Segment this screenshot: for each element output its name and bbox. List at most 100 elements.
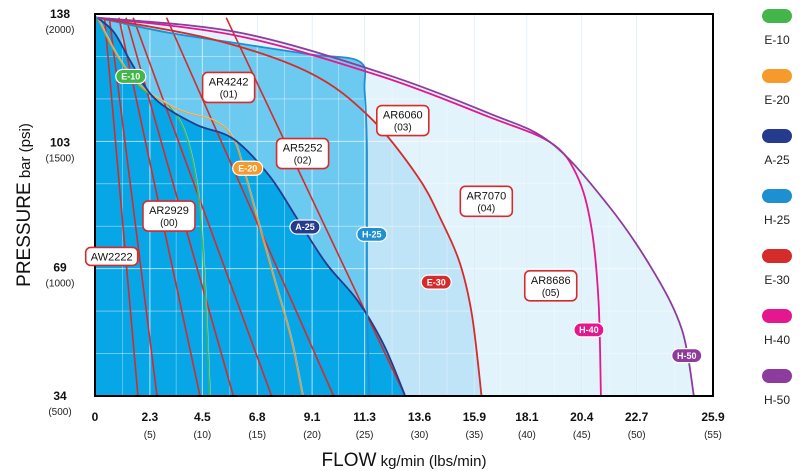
legend: E-10 E-20 A-25 H-25 E-30 H-40 H-50 — [762, 9, 792, 407]
legend-item-e-20: E-20 — [762, 69, 792, 107]
curve-tags: E-10 E-20 A-25 H-25 E-30 H-40 H-50 — [115, 68, 703, 364]
y-axis-title-units: bar (psi) — [17, 123, 34, 182]
legend-label: E-20 — [764, 93, 790, 107]
model-label-box — [201, 71, 256, 104]
model-label-box — [84, 246, 139, 267]
x-tick-label: 6.8 — [249, 410, 266, 424]
x-tick-label: 0 — [92, 410, 99, 424]
model-label-name: AR7070 — [466, 190, 506, 202]
x-tick-sublabel: (10) — [193, 430, 211, 441]
model-label-name: AR5252 — [283, 143, 323, 155]
curve-tag-text: A-25 — [295, 222, 315, 232]
model-label-box — [459, 185, 514, 218]
x-tick-sublabel: (50) — [628, 430, 646, 441]
curve-h-40 — [97, 16, 602, 396]
x-axis-title-units: kg/min (lbs/min) — [376, 453, 486, 470]
curve-tag-e-30: E-30 — [420, 274, 452, 290]
x-tick-label: 13.6 — [408, 410, 432, 424]
curve-a-25 — [96, 16, 407, 396]
legend-label: H-50 — [764, 393, 790, 407]
model-label-ar8686: AR8686(05) — [523, 270, 578, 302]
curve-tag-pill — [289, 219, 321, 235]
legend-swatch — [762, 69, 792, 83]
legend-swatch — [762, 249, 792, 263]
legend-item-h-40: H-40 — [762, 309, 792, 347]
x-tick-label: 22.7 — [625, 410, 649, 424]
curve-tag-text: E-20 — [238, 163, 257, 173]
legend-label: E-10 — [764, 33, 790, 47]
legend-swatch — [762, 189, 792, 203]
model-line-ar6060 — [132, 17, 273, 396]
legend-item-e-10: E-10 — [762, 9, 792, 47]
model-label-name: AR2929 — [149, 205, 189, 217]
y-axis-title: PRESSURE bar (psi) — [14, 123, 35, 287]
x-tick-label: 4.5 — [194, 410, 211, 424]
y-tick-sublabel: (1500) — [46, 154, 75, 165]
model-label-name: AR4242 — [209, 76, 249, 88]
curve-tag-pill — [232, 160, 264, 176]
x-tick-sublabel: (15) — [248, 430, 266, 441]
x-tick-sublabel: (55) — [704, 430, 722, 441]
model-label-code: (03) — [394, 123, 412, 134]
legend-swatch — [762, 9, 792, 23]
curve-tag-h-50: H-50 — [671, 347, 703, 364]
curve-tag-h-25: H-25 — [356, 226, 388, 242]
model-label-code: (05) — [542, 288, 560, 299]
model-label-ar6060: AR6060(03) — [376, 104, 430, 137]
y-axis-title-main: PRESSURE — [14, 182, 35, 287]
x-tick-sublabel: (5) — [144, 430, 156, 441]
x-tick-sublabel: (45) — [573, 430, 591, 441]
y-tick-label: 34 — [53, 389, 67, 403]
legend-label: A-25 — [764, 153, 790, 167]
model-line-aw2222 — [103, 17, 139, 396]
x-tick-label: 2.3 — [142, 410, 159, 424]
model-label-name: AW2222 — [91, 251, 133, 263]
curve-tag-a-25: A-25 — [289, 219, 321, 235]
plot-frame — [94, 13, 714, 397]
legend-item-h-25: H-25 — [762, 189, 792, 227]
axis-ticks: 0 2.3 (5) 4.5 (10) 6.8 (15) 9.1 (20) 11.3 (25) 13.6… — [46, 7, 725, 441]
model-label-ar4242: AR4242(01) — [201, 71, 256, 104]
y-tick-sublabel: (500) — [48, 407, 71, 418]
model-label-code: (00) — [160, 218, 178, 229]
legend-label: E-30 — [764, 273, 790, 287]
model-label-code: (04) — [477, 203, 495, 214]
x-tick-label: 18.1 — [515, 410, 539, 424]
model-label-code: (02) — [294, 156, 312, 167]
curve-tag-text: E-30 — [427, 277, 446, 287]
model-label-box — [523, 270, 578, 302]
curve-e-30 — [97, 16, 483, 396]
model-label-ar5252: AR5252(02) — [275, 137, 330, 170]
curve-tag-h-40: H-40 — [573, 322, 605, 338]
curve-tag-pill — [573, 322, 605, 338]
x-axis-title: FLOW kg/min (lbs/min) — [322, 450, 487, 471]
x-tick-sublabel: (30) — [411, 430, 429, 441]
curve-tag-pill — [356, 226, 388, 242]
x-tick-sublabel: (40) — [518, 430, 536, 441]
curve-tag-e-10: E-10 — [115, 68, 147, 85]
legend-item-h-50: H-50 — [762, 369, 792, 407]
legend-swatch — [762, 309, 792, 323]
curve-tag-pill — [420, 274, 452, 290]
curve-tag-text: E-10 — [121, 72, 140, 82]
model-label-ar2929: AR2929(00) — [142, 200, 196, 232]
x-tick-label: 9.1 — [304, 410, 321, 424]
curve-tag-pill — [671, 347, 703, 364]
legend-swatch — [762, 129, 792, 143]
curve-tag-text: H-50 — [677, 351, 697, 361]
model-label-box — [376, 104, 430, 137]
x-tick-label: 20.4 — [570, 410, 594, 424]
curve-tag-e-20: E-20 — [232, 160, 264, 176]
model-label-code: (01) — [220, 89, 238, 100]
model-labels: AW2222 AR2929(00) AR4242(01) AR5252(02) AR60… — [84, 71, 578, 302]
model-label-name: AR8686 — [531, 275, 571, 287]
legend-item-a-25: A-25 — [762, 129, 792, 167]
y-tick-sublabel: (2000) — [46, 25, 75, 36]
x-tick-label: 25.9 — [701, 410, 725, 424]
x-tick-sublabel: (20) — [303, 430, 321, 441]
x-tick-label: 11.3 — [353, 410, 376, 424]
x-tick-sublabel: (35) — [465, 430, 483, 441]
curve-tag-text: H-40 — [579, 325, 599, 335]
legend-swatch — [762, 369, 792, 383]
legend-label: H-25 — [764, 213, 790, 227]
